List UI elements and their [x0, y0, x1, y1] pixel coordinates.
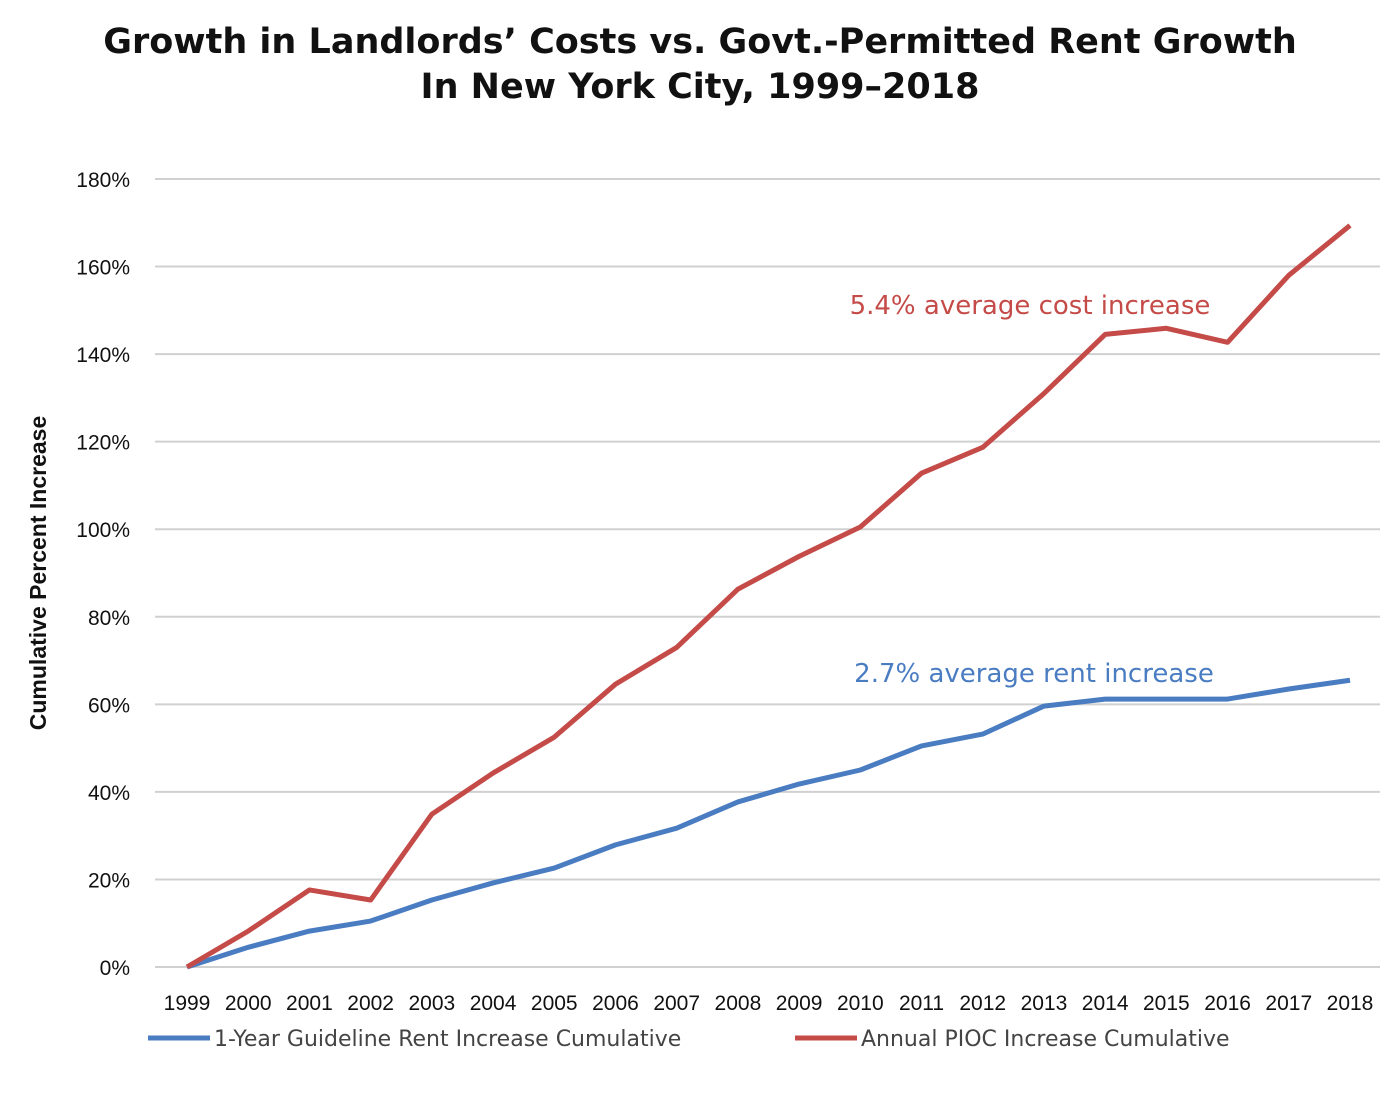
x-tick-label: 2015: [1143, 992, 1190, 1015]
y-axis-label: Cumulative Percent Increase: [25, 416, 51, 730]
x-tick-label: 2007: [653, 992, 700, 1015]
annotation: 5.4% average cost increase: [850, 291, 1211, 321]
x-tick-label: 2006: [592, 992, 639, 1015]
y-tick-label: 120%: [76, 432, 130, 455]
legend-label: Annual PIOC Increase Cumulative: [861, 1027, 1230, 1052]
series-line-1: [185, 223, 1352, 970]
x-tick-label: 2014: [1082, 992, 1129, 1015]
x-tick-label: 2018: [1327, 992, 1374, 1015]
x-tick-label: 2003: [408, 992, 455, 1015]
chart-title: Growth in Landlords’ Costs vs. Govt.-Per…: [103, 22, 1297, 62]
annotation: 2.7% average rent increase: [854, 659, 1214, 689]
chart-subtitle: In New York City, 1999–2018: [420, 67, 980, 107]
y-tick-label: 60%: [88, 694, 130, 717]
x-tick-label: 2000: [225, 992, 272, 1015]
x-tick-label: 2012: [959, 992, 1006, 1015]
y-tick-label: 160%: [76, 257, 130, 280]
y-tick-label: 80%: [88, 607, 130, 630]
x-tick-label: 2009: [776, 992, 823, 1015]
x-tick-label: 2017: [1265, 992, 1312, 1015]
x-tick-label: 2016: [1204, 992, 1251, 1015]
y-tick-label: 20%: [88, 869, 130, 892]
x-tick-label: 2001: [286, 992, 333, 1015]
x-tick-label: 2005: [531, 992, 578, 1015]
legend-label: 1-Year Guideline Rent Increase Cumulativ…: [214, 1027, 681, 1052]
y-tick-label: 140%: [76, 344, 130, 367]
x-tick-label: 1999: [164, 992, 211, 1015]
x-tick-label: 2013: [1021, 992, 1068, 1015]
x-tick-label: 2002: [347, 992, 394, 1015]
series-line-0: [186, 677, 1351, 970]
y-tick-label: 40%: [88, 782, 130, 805]
y-tick-label: 0%: [100, 957, 130, 980]
x-tick-label: 2010: [837, 992, 884, 1015]
x-tick-label: 2008: [715, 992, 762, 1015]
x-tick-label: 2011: [899, 992, 944, 1015]
y-tick-label: 100%: [76, 519, 130, 542]
y-tick-label: 180%: [76, 169, 130, 192]
x-tick-label: 2004: [470, 992, 517, 1015]
